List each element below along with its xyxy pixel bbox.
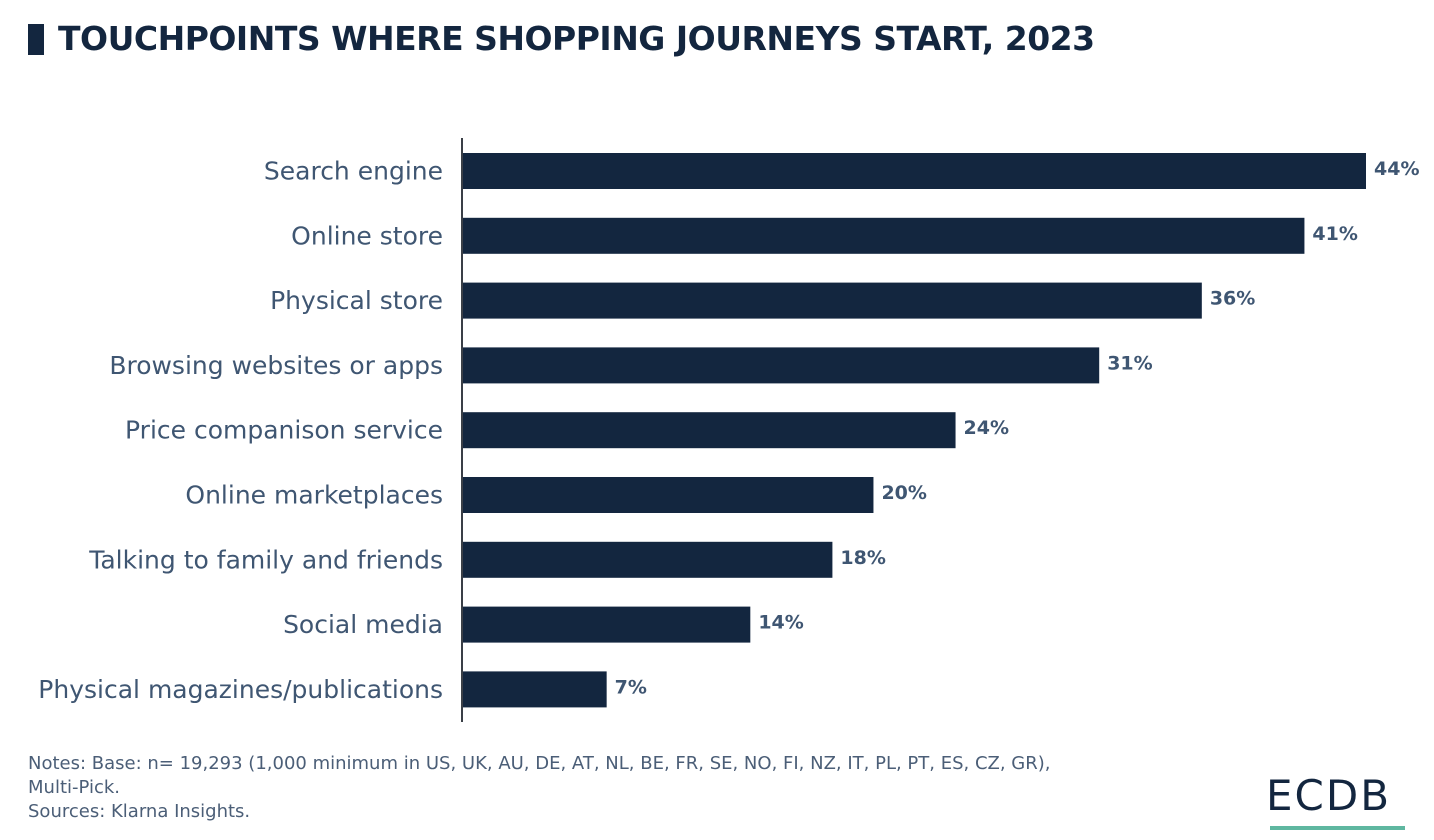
bar-3 bbox=[463, 347, 1100, 384]
bar-chart: Search engine 44% Online store 41% Physical … bbox=[38, 138, 1419, 722]
value-label-1: 41% bbox=[1312, 223, 1357, 245]
category-label-1: Online store bbox=[291, 221, 443, 250]
category-label-7: Social media bbox=[283, 610, 443, 639]
value-label-2: 36% bbox=[1210, 288, 1255, 310]
category-label-4: Price companison service bbox=[125, 416, 443, 445]
bar-2 bbox=[463, 282, 1202, 319]
category-label-3: Browsing websites or apps bbox=[109, 351, 443, 380]
value-label-8: 7% bbox=[615, 676, 647, 698]
bars-group: Search engine 44% Online store 41% Physical … bbox=[38, 153, 1419, 708]
bar-1 bbox=[463, 217, 1305, 254]
value-label-3: 31% bbox=[1107, 352, 1152, 374]
ecdb-logo: ECDB bbox=[1266, 771, 1392, 820]
bar-0 bbox=[463, 153, 1366, 189]
notes-line-2: Multi-Pick. bbox=[28, 777, 120, 798]
bar-8 bbox=[463, 671, 607, 708]
chart-notes: Notes: Base: n= 19,293 (1,000 minimum in… bbox=[28, 752, 1228, 824]
bar-5 bbox=[463, 477, 874, 513]
bar-4 bbox=[463, 412, 956, 449]
value-label-4: 24% bbox=[964, 417, 1009, 439]
value-label-7: 14% bbox=[758, 612, 803, 634]
value-label-6: 18% bbox=[840, 547, 885, 569]
category-label-5: Online marketplaces bbox=[185, 481, 443, 510]
value-label-5: 20% bbox=[881, 482, 926, 504]
bar-6 bbox=[463, 541, 833, 578]
notes-line-1: Notes: Base: n= 19,293 (1,000 minimum in… bbox=[28, 753, 1051, 774]
title-marker bbox=[28, 24, 44, 55]
bar-7 bbox=[463, 606, 751, 643]
category-label-6: Talking to family and friends bbox=[88, 545, 443, 574]
chart-title: TOUCHPOINTS WHERE SHOPPING JOURNEYS STAR… bbox=[58, 19, 1095, 58]
logo-underline bbox=[1270, 826, 1405, 830]
category-label-8: Physical magazines/publications bbox=[38, 675, 443, 704]
category-label-2: Physical store bbox=[270, 286, 443, 315]
category-label-0: Search engine bbox=[264, 157, 443, 186]
sources-line: Sources: Klarna Insights. bbox=[28, 801, 251, 822]
value-label-0: 44% bbox=[1374, 158, 1419, 180]
